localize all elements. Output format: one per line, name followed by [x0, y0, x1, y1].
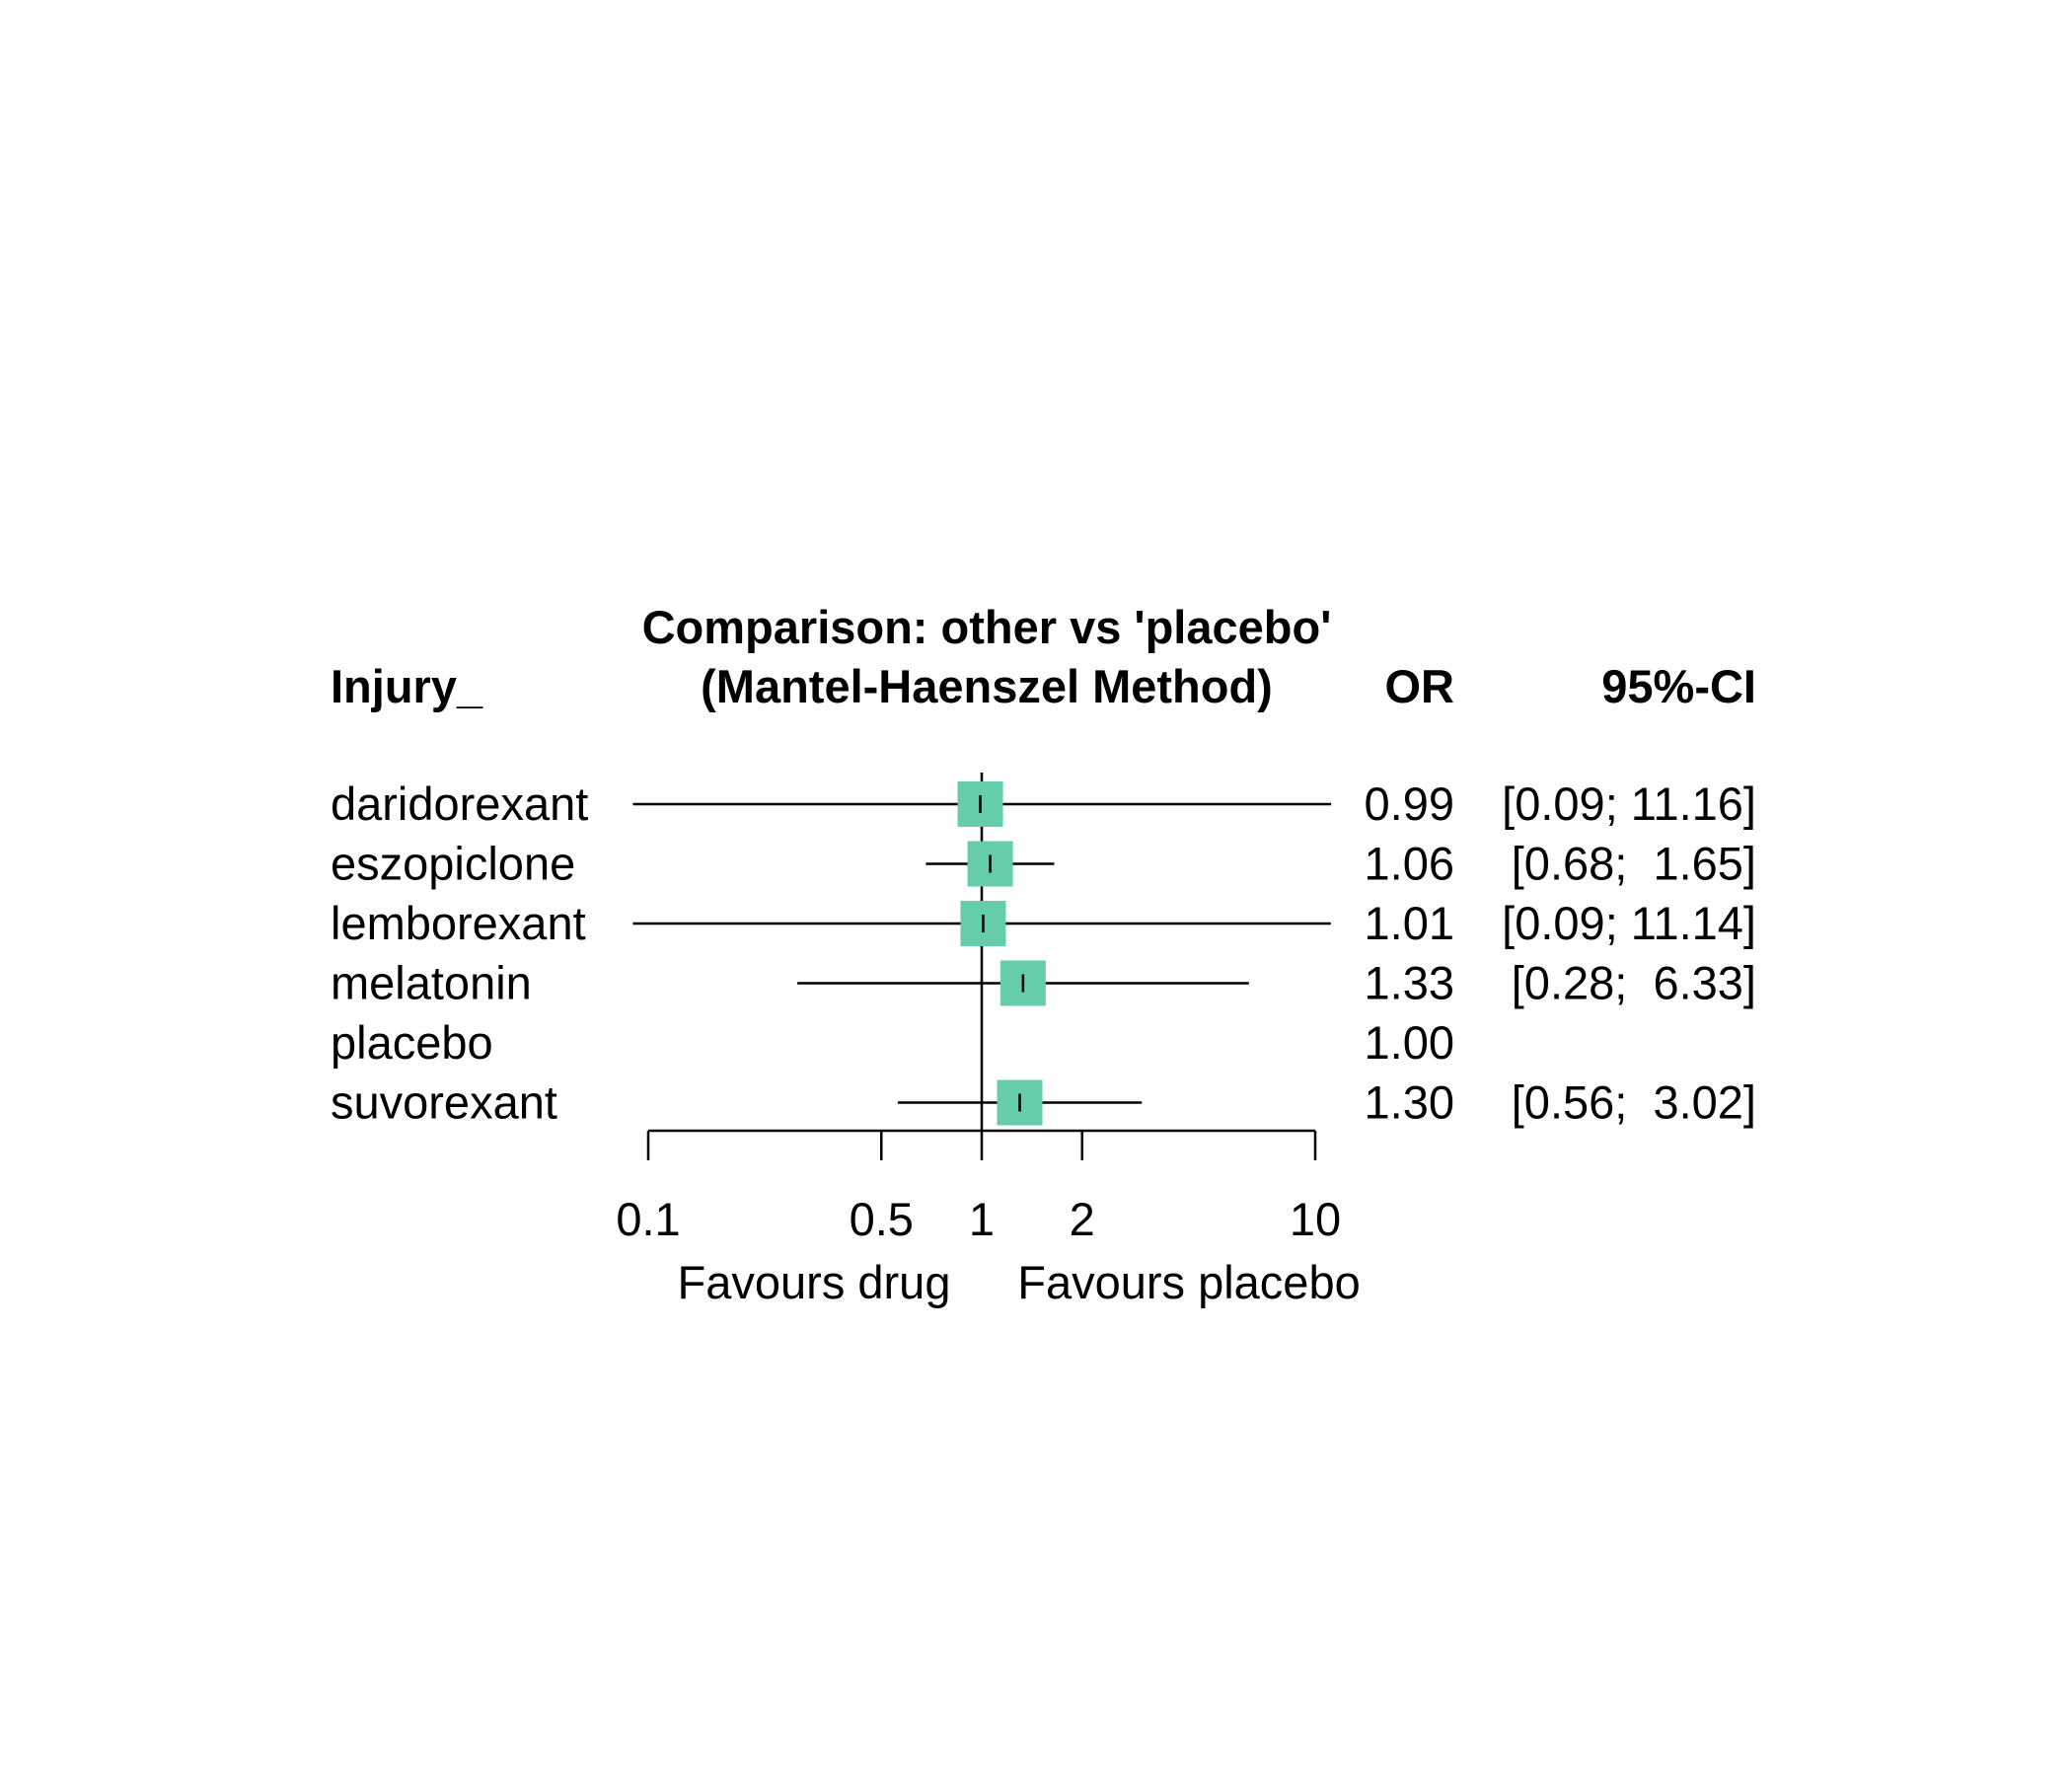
- study-rows: daridorexant 0.99 [0.09; 11.16] eszopiclone…: [331, 773, 1756, 1131]
- row-ci-value: [0.56; 3.02]: [1512, 1076, 1756, 1129]
- chart-title-line1: Comparison: other vs 'placebo': [642, 601, 1332, 653]
- row-label: placebo: [331, 1016, 493, 1069]
- x-tick-label: 10: [1290, 1193, 1341, 1245]
- chart-title-line2: (Mantel-Haenszel Method): [701, 660, 1273, 712]
- study-row: suvorexant 1.30 [0.56; 3.02]: [331, 1076, 1756, 1129]
- row-or-value: 1.01: [1365, 897, 1454, 949]
- header-or-column: OR: [1385, 660, 1455, 712]
- row-or-value: 1.00: [1365, 1016, 1454, 1069]
- x-axis: 0.1 0.5 1 2 10: [616, 1129, 1341, 1245]
- favours-drug-annotation: Favours drug: [678, 1256, 951, 1308]
- row-ci-value: [0.68; 1.65]: [1512, 838, 1756, 890]
- row-or-value: 1.30: [1365, 1076, 1454, 1129]
- row-ci-value: [0.09; 11.16]: [1502, 777, 1756, 830]
- favours-placebo-annotation: Favours placebo: [1017, 1256, 1360, 1308]
- x-tick-label: 1: [969, 1193, 995, 1245]
- row-or-value: 0.99: [1365, 777, 1454, 830]
- study-row: lemborexant 1.01 [0.09; 11.14]: [331, 897, 1756, 949]
- row-label: eszopiclone: [331, 838, 575, 890]
- row-label: suvorexant: [331, 1076, 557, 1129]
- study-row: melatonin 1.33 [0.28; 6.33]: [331, 957, 1756, 1009]
- row-ci-value: [0.09; 11.14]: [1502, 897, 1756, 949]
- study-row: placebo 1.00: [331, 1016, 1454, 1069]
- x-tick-label: 0.5: [850, 1193, 914, 1245]
- x-tick-label: 2: [1070, 1193, 1095, 1245]
- row-label: daridorexant: [331, 777, 588, 830]
- study-row: daridorexant 0.99 [0.09; 11.16]: [331, 777, 1756, 830]
- row-ci-value: [0.28; 6.33]: [1512, 957, 1756, 1009]
- header-label-column: Injury_: [331, 660, 483, 712]
- x-tick-label: 0.1: [616, 1193, 680, 1245]
- row-or-value: 1.33: [1365, 957, 1454, 1009]
- row-label: lemborexant: [331, 897, 586, 949]
- study-row: eszopiclone 1.06 [0.68; 1.65]: [331, 838, 1756, 890]
- row-label: melatonin: [331, 957, 532, 1009]
- header-ci-column: 95%-CI: [1601, 660, 1756, 712]
- row-or-value: 1.06: [1365, 838, 1454, 890]
